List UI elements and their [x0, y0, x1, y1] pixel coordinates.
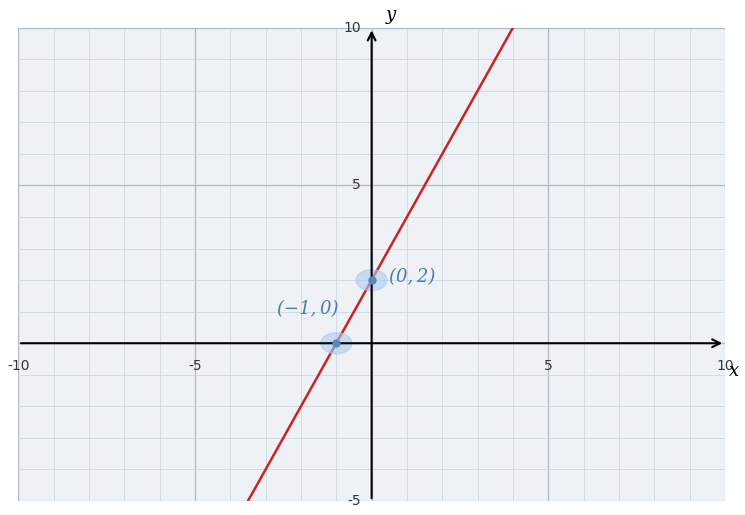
Ellipse shape [321, 333, 352, 354]
Text: (0, 2): (0, 2) [390, 268, 436, 286]
Text: 5: 5 [544, 359, 553, 373]
Text: y: y [386, 6, 396, 24]
Text: -5: -5 [188, 359, 202, 373]
Text: 10: 10 [343, 21, 361, 35]
Text: -5: -5 [347, 494, 361, 508]
Ellipse shape [356, 270, 387, 290]
Text: (−1, 0): (−1, 0) [277, 300, 339, 318]
Text: x: x [729, 362, 739, 380]
Text: -10: -10 [7, 359, 30, 373]
Text: 5: 5 [352, 178, 361, 193]
Text: 10: 10 [716, 359, 734, 373]
